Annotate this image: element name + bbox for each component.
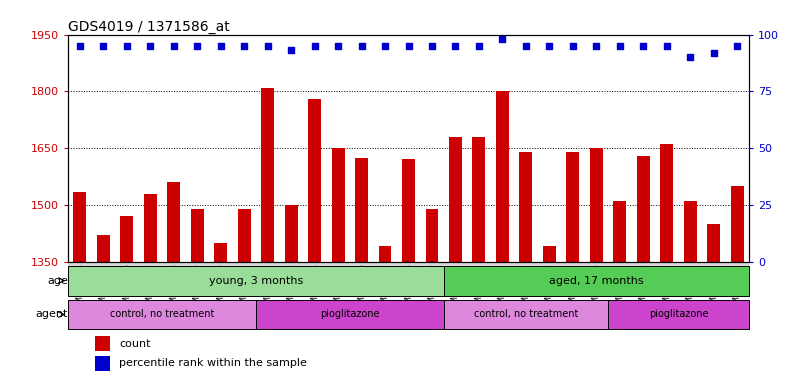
Bar bbox=[444, 300, 608, 329]
Bar bbox=[566, 152, 579, 262]
Bar bbox=[519, 152, 533, 262]
Bar bbox=[379, 247, 392, 262]
Text: control, no treatment: control, no treatment bbox=[473, 310, 578, 319]
Bar bbox=[444, 266, 749, 296]
Point bbox=[425, 43, 438, 49]
Text: count: count bbox=[119, 339, 151, 349]
Text: agent: agent bbox=[36, 310, 68, 319]
Bar bbox=[543, 247, 556, 262]
Point bbox=[97, 43, 110, 49]
Point bbox=[215, 43, 227, 49]
Bar bbox=[120, 216, 133, 262]
Bar bbox=[284, 205, 298, 262]
Text: control, no treatment: control, no treatment bbox=[110, 310, 214, 319]
Point bbox=[707, 50, 720, 56]
Bar bbox=[614, 201, 626, 262]
Point bbox=[308, 43, 321, 49]
Text: percentile rank within the sample: percentile rank within the sample bbox=[119, 358, 307, 368]
Point bbox=[379, 43, 392, 49]
Text: pioglitazone: pioglitazone bbox=[320, 310, 380, 319]
Bar bbox=[97, 235, 110, 262]
Point bbox=[660, 43, 673, 49]
Point bbox=[284, 47, 297, 53]
Bar bbox=[608, 300, 749, 329]
Bar bbox=[731, 186, 743, 262]
Point bbox=[473, 43, 485, 49]
Bar bbox=[191, 209, 203, 262]
Bar bbox=[95, 356, 111, 371]
Point bbox=[496, 36, 509, 42]
Bar bbox=[660, 144, 673, 262]
Bar bbox=[707, 224, 720, 262]
Bar bbox=[95, 336, 111, 351]
Point bbox=[74, 43, 87, 49]
Bar bbox=[449, 137, 462, 262]
Point bbox=[543, 43, 556, 49]
Bar bbox=[68, 300, 256, 329]
Point bbox=[520, 43, 533, 49]
Bar bbox=[261, 88, 274, 262]
Point bbox=[355, 43, 368, 49]
Bar bbox=[355, 157, 368, 262]
Point bbox=[144, 43, 157, 49]
Point bbox=[120, 43, 133, 49]
Bar bbox=[167, 182, 180, 262]
Bar bbox=[74, 192, 87, 262]
Bar bbox=[144, 194, 157, 262]
Point bbox=[402, 43, 415, 49]
Point bbox=[238, 43, 251, 49]
Bar bbox=[496, 91, 509, 262]
Point bbox=[167, 43, 180, 49]
Point bbox=[261, 43, 274, 49]
Bar bbox=[402, 159, 415, 262]
Point bbox=[590, 43, 602, 49]
Point bbox=[731, 43, 743, 49]
Point bbox=[637, 43, 650, 49]
Point bbox=[566, 43, 579, 49]
Bar bbox=[684, 201, 697, 262]
Text: GDS4019 / 1371586_at: GDS4019 / 1371586_at bbox=[68, 20, 230, 33]
Bar bbox=[68, 266, 444, 296]
Text: young, 3 months: young, 3 months bbox=[209, 276, 303, 286]
Bar bbox=[256, 300, 444, 329]
Bar bbox=[332, 148, 344, 262]
Bar bbox=[238, 209, 251, 262]
Point bbox=[191, 43, 203, 49]
Text: aged, 17 months: aged, 17 months bbox=[549, 276, 644, 286]
Bar bbox=[637, 156, 650, 262]
Text: age: age bbox=[47, 276, 68, 286]
Bar bbox=[590, 148, 603, 262]
Point bbox=[614, 43, 626, 49]
Point bbox=[449, 43, 462, 49]
Point bbox=[684, 54, 697, 60]
Bar bbox=[473, 137, 485, 262]
Bar bbox=[425, 209, 438, 262]
Text: pioglitazone: pioglitazone bbox=[649, 310, 708, 319]
Point bbox=[332, 43, 344, 49]
Bar bbox=[308, 99, 321, 262]
Bar bbox=[214, 243, 227, 262]
